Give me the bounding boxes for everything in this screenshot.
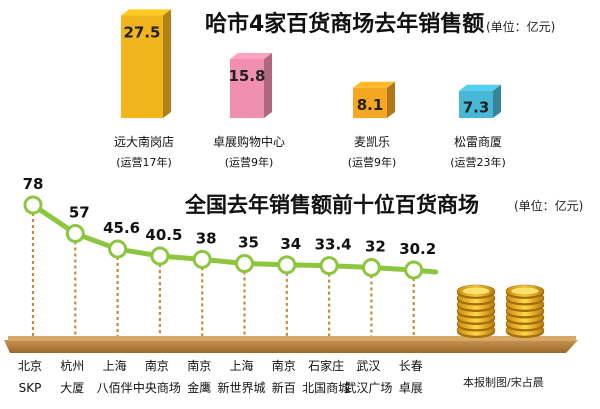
- bar-side: [387, 81, 395, 118]
- category-label-line1: 杭州: [60, 358, 84, 373]
- category-label-line1: 石家庄: [308, 358, 344, 373]
- data-point: [319, 256, 339, 276]
- category-label-line2: 新世界城: [217, 380, 265, 395]
- top-bar-3: 8.1 麦凯乐 (运营9年): [348, 81, 397, 169]
- bar-front: [459, 90, 493, 118]
- category-label-line1: 武汉: [356, 359, 380, 373]
- ground-base: [4, 340, 578, 353]
- bottom-chart-unit: (单位：亿元): [514, 198, 583, 213]
- top-bar-1: 27.5 远大南岗店 (运营17年): [114, 9, 174, 169]
- category-label-line1: 南京: [145, 358, 169, 373]
- bar-side: [163, 9, 171, 118]
- bar-top: [459, 84, 501, 91]
- category-label-line1: 北京: [18, 359, 42, 373]
- category-label-line1: 南京: [272, 358, 296, 373]
- chart-credit: 本报制图/宋占晨: [463, 375, 544, 389]
- category-label-line1: 南京: [187, 358, 211, 373]
- coin-top: [461, 286, 491, 296]
- data-point: [150, 246, 170, 266]
- bar-front: [353, 87, 387, 118]
- data-value-label: 45.6: [103, 219, 140, 237]
- category-label-line2: 大厦: [60, 381, 84, 395]
- bar-category-label: 远大南岗店: [114, 134, 174, 149]
- bar-side: [264, 53, 272, 118]
- bar-note-label: (运营17年): [116, 155, 172, 169]
- bar-category-label: 麦凯乐: [354, 135, 390, 149]
- category-label-line2: 八佰伴: [97, 381, 133, 395]
- top-bar-4: 7.3 松雷商厦 (运营23年): [450, 84, 506, 169]
- data-point: [361, 258, 381, 278]
- top-chart-title: 哈市4家百货商场去年销售额: [205, 11, 484, 37]
- bottom-chart-title: 全国去年销售额前十位百货商场: [184, 193, 479, 217]
- bar-front: [121, 15, 163, 118]
- data-point: [277, 255, 297, 275]
- bar-value-label: 7.3: [463, 99, 490, 117]
- coin-stack-1: [456, 284, 496, 338]
- bar-top: [230, 53, 272, 60]
- bar-category-label: 卓展购物中心: [213, 134, 285, 149]
- data-value-label: 30.2: [399, 240, 436, 258]
- line-chart-group: 78北京SKP57杭州大厦45.6上海八佰伴40.5南京中央商场38南京金鹰35…: [18, 175, 439, 395]
- category-label-line2: 新百: [272, 380, 296, 395]
- bar-category-label: 松雷商厦: [454, 134, 502, 149]
- bar-note-label: (运营23年): [450, 155, 506, 169]
- data-value-label: 35: [238, 233, 259, 251]
- category-label-line1: 长春: [399, 359, 423, 373]
- coin-stacks: [456, 284, 545, 338]
- data-value-label: 38: [196, 229, 217, 247]
- data-point: [65, 224, 85, 244]
- data-point: [23, 195, 43, 215]
- data-value-label: 57: [69, 204, 90, 222]
- category-label-line2: 金鹰: [187, 380, 211, 395]
- top-bar-group: 27.5 远大南岗店 (运营17年) 15.8 卓展购物中心 (运营9年) 8.1 麦凯乐 (运…: [114, 9, 506, 169]
- coin-top: [510, 286, 540, 296]
- bar-side: [493, 84, 501, 118]
- category-label-line2: SKP: [19, 381, 42, 395]
- category-label-line2: 中央商场: [133, 380, 181, 395]
- top-chart-unit: (单位：亿元): [486, 19, 555, 34]
- data-point: [192, 249, 212, 269]
- bar-note-label: (运营9年): [348, 155, 397, 169]
- data-value-label: 34: [280, 235, 301, 253]
- bar-top: [121, 9, 171, 16]
- top-bar-2: 15.8 卓展购物中心 (运营9年): [213, 53, 285, 169]
- bar-note-label: (运营9年): [225, 155, 274, 169]
- data-point: [108, 239, 128, 259]
- data-value-label: 32: [365, 238, 386, 256]
- ground-base-top: [8, 336, 576, 341]
- data-point: [404, 260, 424, 280]
- category-label-line1: 上海: [103, 358, 127, 373]
- coin-stack-2: [505, 284, 545, 338]
- bar-value-label: 8.1: [357, 96, 384, 114]
- data-point: [235, 253, 254, 273]
- category-label-line2: 武汉广场: [344, 381, 392, 395]
- category-label-line1: 上海: [229, 358, 253, 373]
- category-label-line2: 卓展: [399, 381, 423, 395]
- bar-value-label: 27.5: [123, 23, 160, 41]
- data-value-label: 40.5: [145, 226, 182, 244]
- bar-top: [353, 81, 395, 88]
- category-label-line2: 北国商城: [302, 380, 350, 395]
- bar-front: [230, 59, 264, 118]
- data-value-label: 33.4: [315, 236, 352, 254]
- data-value-label: 78: [23, 175, 44, 193]
- bar-value-label: 15.8: [228, 67, 265, 85]
